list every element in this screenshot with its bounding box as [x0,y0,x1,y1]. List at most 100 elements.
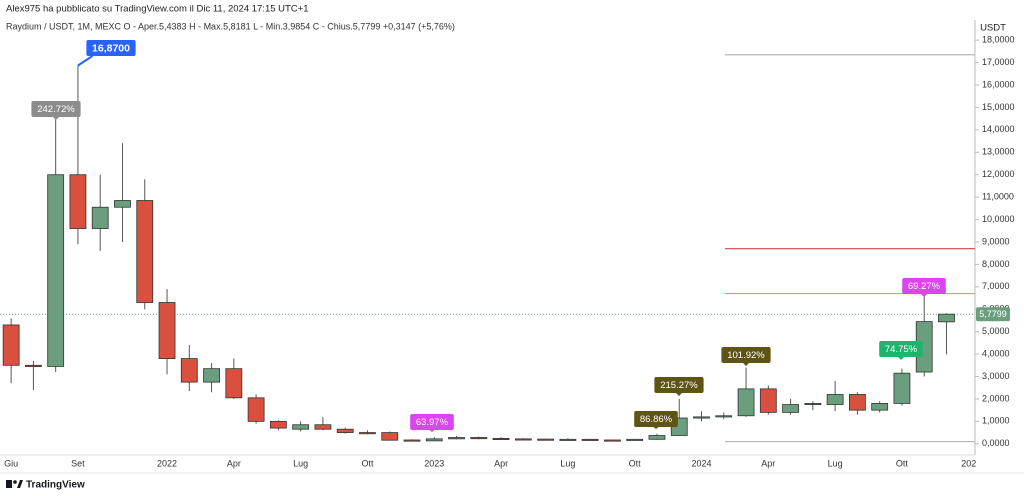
candle-body [292,424,310,430]
annotation-box [86,40,136,56]
brand-name: TradingView [26,480,85,491]
candle-body [2,324,20,366]
candle-body [359,432,376,435]
annotation: 69.27% [902,278,946,297]
candle-body [604,439,621,442]
candle-body [381,432,399,441]
annotation-box [31,101,81,117]
y-tick-label: 15,0000 [982,102,1015,112]
y-tick-label: 18,0000 [982,35,1015,45]
candle-body [715,415,733,418]
y-tick-label: 12,0000 [982,169,1015,179]
x-tick-label: Apr [761,458,775,468]
y-tick-label: 16,0000 [982,79,1015,89]
annotation-label: 63.97% [416,417,449,428]
annotation: 101.92% [721,347,771,366]
candle-body [269,420,287,429]
candle-body [203,368,220,383]
y-tick-label: 0,0000 [982,438,1010,448]
annotation-label: 86.86% [640,414,673,425]
annotation-box [634,411,678,427]
candle-body [136,200,154,303]
candle-body [848,394,866,411]
candle-body [91,206,109,229]
annotation-box [721,347,771,363]
candle-body [759,388,777,413]
y-tick-label: 5,0000 [982,326,1010,336]
y-tick-label: 2,0000 [982,393,1010,403]
y-tick-label: 10,0000 [982,214,1015,224]
annotation-label: 101.92% [727,350,765,361]
candle-body [514,438,532,441]
price-tag-box [976,307,1010,322]
candle-body [180,358,198,383]
x-tick-label: Ott [896,458,909,468]
candle-body [782,404,799,413]
annotation-box [902,278,946,294]
annotation-label: 242.72% [37,104,75,115]
price-tag-label: 5,7799 [979,309,1007,319]
annotation: 16,8700 [77,40,136,67]
annotation: 242.72% [31,101,81,120]
candle-body [336,428,354,433]
annotation: 74.75% [879,341,923,360]
x-tick-label: Ott [361,458,374,468]
annotation-label: 16,8700 [92,42,130,54]
candle-body [225,368,243,399]
y-tick-label: 1,0000 [982,416,1010,426]
candle-body [693,416,710,419]
candle-body [737,388,755,417]
x-tick-label: Giu [4,458,18,468]
candle-body [537,438,555,441]
candle-body [158,302,176,359]
candle-body [470,437,488,440]
y-tick-label: 7,0000 [982,281,1010,291]
y-axis-label: USDT [980,23,1006,34]
candle-body [893,372,911,404]
y-tick-label: 8,0000 [982,259,1010,269]
annotation-label: 215.27% [660,380,698,391]
x-tick-label: Set [71,458,85,468]
annotation-pointer [77,55,93,67]
annotation-box [654,377,704,393]
x-tick-label: Ott [629,458,642,468]
x-tick-label: 2024 [691,458,711,468]
candle-body [403,439,421,442]
candle-body [425,438,443,442]
candle-body [314,424,332,430]
annotation-label: 69.27% [908,281,941,292]
candle-body [448,437,465,440]
author-line: Alex975 ha pubblicato su TradingView.com… [6,4,309,15]
y-tick-label: 9,0000 [982,236,1010,246]
candle-body [626,438,644,441]
x-tick-label: 2023 [424,458,444,468]
x-tick-label: Apr [227,458,241,468]
candle-body [69,174,87,229]
candle-body [804,403,822,406]
y-tick-label: 11,0000 [982,192,1014,202]
annotation-box [410,414,454,430]
x-tick-label: Apr [494,458,508,468]
candle-body [559,438,577,441]
candle-body [581,438,599,441]
y-tick-label: 14,0000 [982,124,1015,134]
annotation: 215.27% [654,377,704,396]
y-tick-label: 4,0000 [982,348,1010,358]
candle-body [648,435,666,440]
annotation-label: 74.75% [885,344,918,355]
x-tick-label: Lug [293,458,308,468]
brand-logo [6,480,23,488]
candle-body [826,394,844,405]
candle-body [25,364,42,367]
x-tick-label: Lug [560,458,575,468]
candle-body [47,174,65,367]
y-tick-label: 3,0000 [982,371,1010,381]
candle-body [871,403,889,411]
annotation: 86.86% [634,411,678,429]
y-tick-label: 13,0000 [982,147,1015,157]
annotation: 63.97% [410,414,454,432]
x-tick-label: Lug [828,458,843,468]
candle-body [938,313,955,323]
candle-body [114,200,131,208]
